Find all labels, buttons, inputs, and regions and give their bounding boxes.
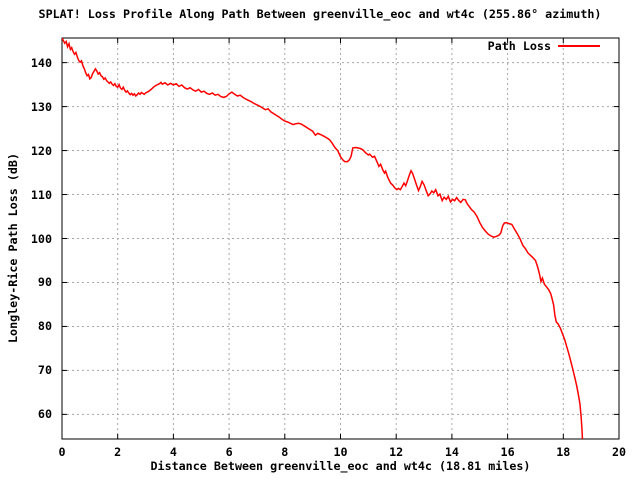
x-tick-label: 20 <box>611 445 627 459</box>
y-tick-label: 140 <box>30 55 52 70</box>
x-tick-label: 18 <box>556 445 571 459</box>
y-axis-label: Longley-Rice Path Loss (dB) <box>6 153 20 343</box>
x-tick-label: 10 <box>333 445 348 459</box>
y-tick-label: 90 <box>37 275 52 290</box>
x-tick-label: 12 <box>389 445 404 459</box>
x-axis-label: Distance Between greenville_eoc and wt4c… <box>150 459 531 473</box>
y-tick-label: 110 <box>30 187 52 202</box>
y-tick-label: 60 <box>37 407 52 422</box>
x-tick-label: 6 <box>225 445 233 459</box>
x-tick-label: 14 <box>444 445 459 459</box>
y-tick-label: 120 <box>30 143 52 158</box>
y-tick-label: 100 <box>30 231 52 246</box>
y-tick-label: 130 <box>30 99 52 114</box>
x-tick-label: 16 <box>500 445 515 459</box>
legend-line-sample-icon <box>558 45 600 47</box>
x-tick-label: 2 <box>114 445 122 459</box>
x-tick-label: 8 <box>281 445 289 459</box>
y-tick-label: 70 <box>37 363 52 378</box>
y-tick-label: 80 <box>37 319 52 334</box>
legend: Path Loss <box>488 39 600 53</box>
chart-title: SPLAT! Loss Profile Along Path Between g… <box>38 7 602 21</box>
legend-label: Path Loss <box>487 39 551 53</box>
x-tick-label: 0 <box>58 445 66 459</box>
x-tick-label: 4 <box>169 445 177 459</box>
